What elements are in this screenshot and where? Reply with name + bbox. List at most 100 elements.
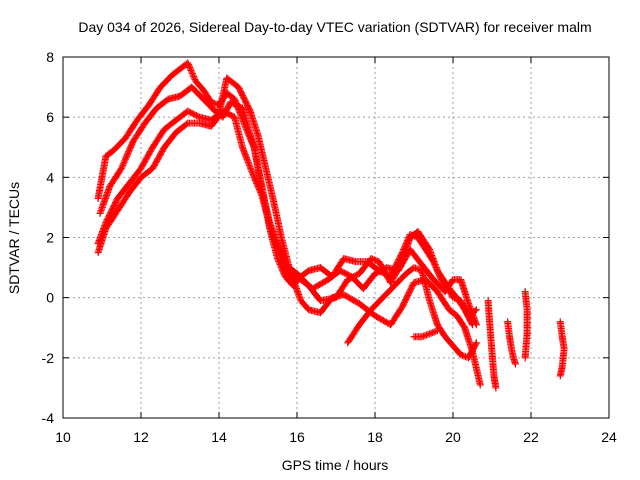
data-point (458, 351, 466, 359)
data-point (492, 384, 500, 392)
data-point (511, 360, 519, 368)
data-point (251, 175, 259, 183)
data-point (184, 59, 192, 67)
x-tick-label: 16 (289, 429, 305, 445)
data-point (184, 61, 192, 69)
data-point (433, 327, 441, 335)
data-point (121, 157, 129, 165)
data-point (449, 294, 457, 302)
data-point (415, 265, 423, 273)
data-point (419, 332, 427, 340)
x-tick-label: 18 (367, 429, 383, 445)
data-point (257, 188, 265, 196)
data-point (521, 354, 529, 362)
x-tick-label: 24 (601, 429, 617, 445)
x-tick-label: 10 (55, 429, 71, 445)
data-point (121, 155, 129, 163)
data-point (418, 333, 426, 341)
y-tick-label: 6 (46, 109, 54, 125)
data-point (255, 184, 263, 192)
series-track-4 (94, 107, 484, 389)
chart-title: Day 034 of 2026, Sidereal Day-to-day VTE… (78, 19, 591, 35)
data-point (126, 145, 134, 153)
data-point (125, 148, 133, 156)
data-point (188, 70, 196, 78)
data-point (189, 71, 197, 79)
y-tick-label: -2 (42, 350, 55, 366)
data-point (252, 178, 260, 186)
data-point (257, 190, 265, 198)
data-point (472, 321, 480, 329)
y-tick-label: 2 (46, 230, 54, 246)
data-point (250, 173, 258, 181)
data-point (556, 372, 564, 380)
data-point (125, 146, 133, 154)
data-point (186, 64, 194, 72)
data-point (410, 264, 418, 272)
data-point (253, 181, 261, 189)
series-track-8 (504, 318, 519, 368)
data-point (454, 295, 462, 303)
y-tick-label: 0 (46, 290, 54, 306)
data-point (253, 179, 261, 187)
x-tick-label: 20 (445, 429, 461, 445)
series-track-10 (556, 318, 568, 380)
data-point (190, 74, 198, 82)
data-point (118, 164, 125, 172)
x-tick-label: 22 (523, 429, 539, 445)
data-point (472, 340, 480, 348)
x-tick-label: 12 (133, 429, 149, 445)
data-point (451, 294, 459, 302)
data-point (472, 339, 480, 347)
data-point (209, 99, 217, 107)
data-point (472, 306, 480, 314)
data-point (186, 65, 194, 73)
data-point (476, 381, 484, 389)
series-track-9 (521, 288, 531, 362)
data-point (190, 73, 198, 81)
data-marks (94, 59, 568, 392)
series-track-7 (484, 297, 500, 392)
data-point (251, 176, 259, 184)
y-axis-label: SDTVAR / TECUs (6, 182, 22, 294)
data-point (427, 329, 435, 337)
data-point (432, 327, 440, 335)
y-tick-label: 8 (46, 49, 54, 65)
x-axis-label: GPS time / hours (282, 457, 389, 473)
data-point (255, 185, 263, 193)
data-point (457, 351, 465, 359)
data-point (424, 330, 432, 338)
data-point (119, 161, 127, 169)
data-point (123, 152, 131, 160)
data-point (369, 255, 377, 263)
data-point (118, 163, 126, 171)
data-point (187, 67, 195, 75)
data-point (185, 62, 193, 70)
data-point (128, 140, 136, 148)
data-point (412, 264, 420, 272)
series-track-3 (94, 74, 480, 320)
data-point (122, 154, 130, 162)
series-track-5 (344, 264, 480, 362)
data-point (452, 295, 460, 303)
data-point (429, 329, 437, 337)
data-point (123, 151, 131, 159)
data-point (119, 160, 127, 168)
data-point (254, 182, 262, 190)
x-tick-label: 14 (211, 429, 227, 445)
y-tick-label: -4 (42, 410, 55, 426)
data-point (127, 142, 135, 150)
data-point (256, 187, 264, 195)
data-point (421, 332, 429, 340)
data-point (413, 265, 421, 273)
data-point (430, 328, 438, 336)
data-point (120, 158, 128, 166)
y-tick-label: 4 (46, 169, 54, 185)
data-point (127, 143, 135, 151)
plot-frame (62, 56, 610, 419)
data-point (367, 255, 375, 263)
data-point (372, 256, 380, 264)
data-point (426, 330, 434, 338)
